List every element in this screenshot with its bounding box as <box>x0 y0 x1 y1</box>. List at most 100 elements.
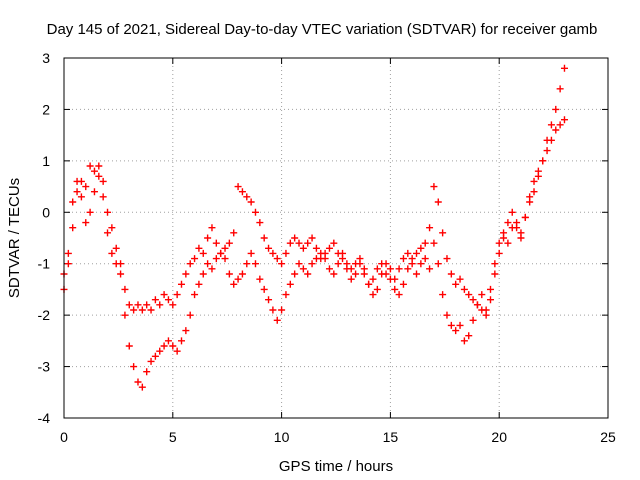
data-point <box>221 244 229 252</box>
data-point <box>191 291 199 299</box>
data-point <box>90 167 98 175</box>
data-point <box>164 296 172 304</box>
data-point <box>238 188 246 196</box>
data-series <box>60 64 568 391</box>
data-point <box>299 265 307 273</box>
data-point <box>77 193 85 201</box>
data-point <box>73 188 81 196</box>
data-point <box>82 219 90 227</box>
x-tick-label: 5 <box>169 429 177 445</box>
x-axis-label: GPS time / hours <box>279 458 393 475</box>
data-point <box>404 249 412 257</box>
series-upper-track <box>60 116 568 319</box>
data-point <box>99 177 107 185</box>
data-point <box>69 198 77 206</box>
data-point <box>439 291 447 299</box>
data-point <box>117 270 125 278</box>
data-point <box>178 337 186 345</box>
data-point <box>352 270 360 278</box>
data-point <box>108 224 116 232</box>
data-point <box>330 270 338 278</box>
data-point <box>543 136 551 144</box>
data-point <box>552 105 560 113</box>
data-point <box>434 260 442 268</box>
data-point <box>365 280 373 288</box>
data-point <box>125 301 133 309</box>
data-point <box>178 280 186 288</box>
data-point <box>282 291 290 299</box>
axis-ticks <box>63 57 609 419</box>
y-tick-label: 2 <box>42 101 50 117</box>
data-point <box>491 260 499 268</box>
data-point <box>391 285 399 293</box>
data-point <box>347 275 355 283</box>
data-point <box>500 234 508 242</box>
data-point <box>278 306 286 314</box>
data-point <box>513 219 521 227</box>
data-point <box>151 296 159 304</box>
y-tick-labels: -4 -3 -2 -1 0 1 2 3 <box>38 50 51 426</box>
data-point <box>199 249 207 257</box>
data-point <box>173 291 181 299</box>
data-point <box>556 85 564 93</box>
data-point <box>495 239 503 247</box>
data-point <box>399 255 407 263</box>
data-point <box>417 260 425 268</box>
data-point <box>430 183 438 191</box>
data-point <box>560 116 568 124</box>
data-point <box>434 198 442 206</box>
data-point <box>430 239 438 247</box>
data-point <box>169 342 177 350</box>
data-point <box>321 255 329 263</box>
data-point <box>395 291 403 299</box>
data-point <box>147 357 155 365</box>
data-point <box>217 249 225 257</box>
data-point <box>478 291 486 299</box>
data-point <box>378 270 386 278</box>
data-point <box>156 347 164 355</box>
data-point <box>386 265 394 273</box>
data-point <box>447 321 455 329</box>
data-point <box>191 255 199 263</box>
data-point <box>382 260 390 268</box>
data-point <box>265 296 273 304</box>
data-point <box>486 296 494 304</box>
data-point <box>295 260 303 268</box>
data-point <box>291 270 299 278</box>
data-point <box>112 244 120 252</box>
data-point <box>212 255 220 263</box>
data-point <box>465 291 473 299</box>
data-point <box>408 260 416 268</box>
data-point <box>325 265 333 273</box>
data-point <box>156 301 164 309</box>
data-point <box>530 188 538 196</box>
data-point <box>112 260 120 268</box>
y-tick-label: -1 <box>38 256 51 272</box>
data-point <box>443 255 451 263</box>
data-point <box>221 255 229 263</box>
grid <box>64 58 608 418</box>
data-point <box>530 177 538 185</box>
data-point <box>164 337 172 345</box>
chart-title: Day 145 of 2021, Sidereal Day-to-day VTE… <box>47 21 598 38</box>
data-point <box>486 285 494 293</box>
data-point <box>134 301 142 309</box>
y-tick-label: 3 <box>42 50 50 66</box>
data-point <box>447 270 455 278</box>
data-point <box>547 121 555 129</box>
data-point <box>421 239 429 247</box>
data-point <box>369 275 377 283</box>
data-point <box>399 280 407 288</box>
data-point <box>138 306 146 314</box>
data-point <box>517 234 525 242</box>
data-point <box>339 249 347 257</box>
data-point <box>82 183 90 191</box>
data-point <box>465 332 473 340</box>
data-point <box>291 234 299 242</box>
x-tick-label: 0 <box>60 429 68 445</box>
data-point <box>243 193 251 201</box>
data-point <box>212 239 220 247</box>
data-point <box>95 172 103 180</box>
data-point <box>504 219 512 227</box>
